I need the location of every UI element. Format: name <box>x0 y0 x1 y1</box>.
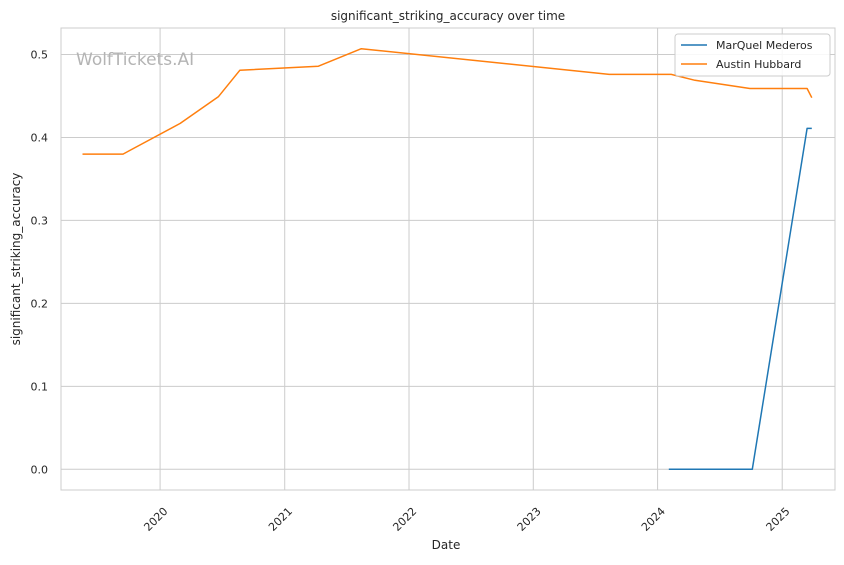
legend-label-austin-hubbard: Austin Hubbard <box>716 58 801 71</box>
series-line-austin-hubbard <box>82 47 813 155</box>
chart-title: significant_striking_accuracy over time <box>331 9 565 23</box>
legend-label-marquel-mederos: MarQuel Mederos <box>716 39 813 52</box>
plot-area <box>61 28 835 490</box>
y-tick-label-0.0: 0.0 <box>31 463 49 476</box>
y-tick-label-0.4: 0.4 <box>31 131 49 144</box>
legend: MarQuel Mederos Austin Hubbard <box>674 33 831 77</box>
series-line-marquel-mederos <box>668 127 812 471</box>
y-tick-label-0.2: 0.2 <box>31 297 49 310</box>
y-axis-label: significant_striking_accuracy <box>9 173 23 346</box>
series-lines <box>82 47 813 471</box>
plot-frame <box>60 27 836 491</box>
watermark: WolfTickets.AI <box>76 50 194 70</box>
legend-box <box>674 33 831 77</box>
y-tick-label-0.5: 0.5 <box>31 49 49 62</box>
y-tick-label-0.1: 0.1 <box>31 380 49 393</box>
y-tick-label-0.3: 0.3 <box>31 214 49 227</box>
x-axis-label: Date <box>432 538 461 552</box>
y-axis-ticks: 0.0 0.1 0.2 0.3 0.4 0.5 <box>31 49 49 477</box>
